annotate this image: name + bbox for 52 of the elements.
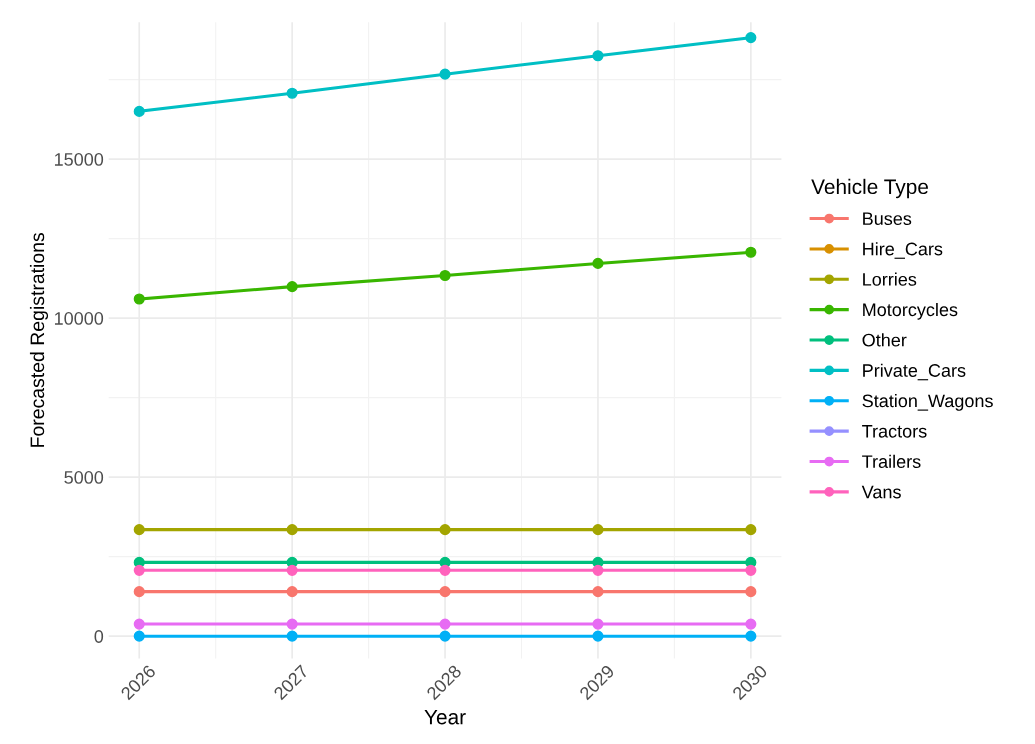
y-tick-label: 15000 [54,153,104,166]
point [439,68,451,80]
point [286,630,298,642]
point [592,564,604,576]
legend-label: Lorries [863,272,917,286]
point [439,564,451,576]
point [133,105,145,117]
point [745,586,757,598]
point [286,564,298,576]
point [592,50,604,62]
point [745,564,757,576]
point [439,524,451,536]
point [133,586,145,598]
legend-label: Motorcycles [863,302,958,320]
point [592,257,604,269]
legend-label: Station_Wagons [862,394,993,411]
point [286,524,298,536]
y-tick-label: 10000 [54,312,104,325]
point [133,524,145,536]
legend-label: Tractors [862,425,927,438]
legend-label: Private_Cars [863,363,966,381]
point [133,564,145,576]
point [286,281,298,293]
legend-label: Hire_Cars [863,242,943,259]
legend-label: Other [862,333,907,347]
point [133,618,145,630]
point [286,87,298,99]
point [439,630,451,642]
y-tick-label: 5000 [64,471,104,484]
point [745,630,757,642]
legend-label: Buses [863,212,912,226]
point [592,524,604,536]
point [745,524,757,536]
legend-title: Vehicle Type [811,178,928,199]
point [592,618,604,630]
point [592,630,604,642]
legend-label: Vans [861,485,901,499]
point [439,618,451,630]
point [592,586,604,598]
x-axis-title: Year [424,709,466,725]
point [133,293,145,305]
point [745,246,757,258]
point [439,586,451,598]
y-axis-title: Forecasted Registrations [29,233,49,447]
point [286,618,298,630]
point [745,618,757,630]
y-tick-label: 0 [94,630,104,643]
point [133,630,145,642]
point [439,269,451,282]
point [286,586,298,598]
legend-label: Trailers [862,454,921,469]
point [745,32,757,44]
